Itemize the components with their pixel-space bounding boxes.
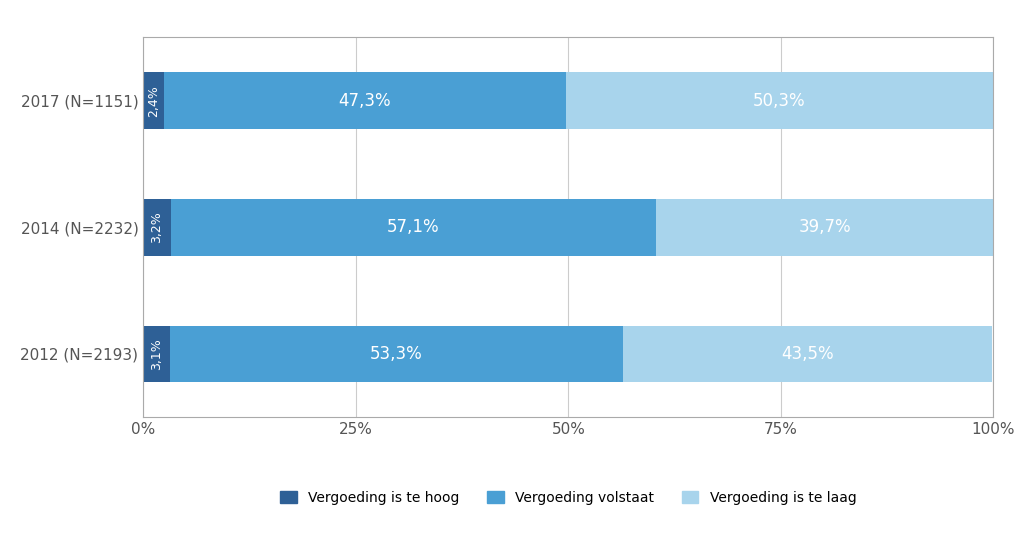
Bar <box>143 325 170 383</box>
Bar <box>566 72 993 129</box>
Text: 47,3%: 47,3% <box>339 92 391 110</box>
Text: 43,5%: 43,5% <box>781 345 834 363</box>
Bar <box>171 199 655 256</box>
Bar <box>143 72 164 129</box>
Text: 39,7%: 39,7% <box>799 218 851 236</box>
Bar <box>164 72 566 129</box>
Text: 53,3%: 53,3% <box>370 345 423 363</box>
Bar <box>655 199 993 256</box>
Text: 50,3%: 50,3% <box>754 92 806 110</box>
Text: 2,4%: 2,4% <box>147 85 160 117</box>
Legend: Vergoeding is te hoog, Vergoeding volstaat, Vergoeding is te laag: Vergoeding is te hoog, Vergoeding volsta… <box>274 485 862 510</box>
Bar <box>623 325 992 383</box>
Bar <box>170 325 623 383</box>
Text: 3,1%: 3,1% <box>151 338 163 370</box>
Text: 57,1%: 57,1% <box>387 218 439 236</box>
Bar <box>143 199 171 256</box>
Text: 3,2%: 3,2% <box>151 211 164 243</box>
